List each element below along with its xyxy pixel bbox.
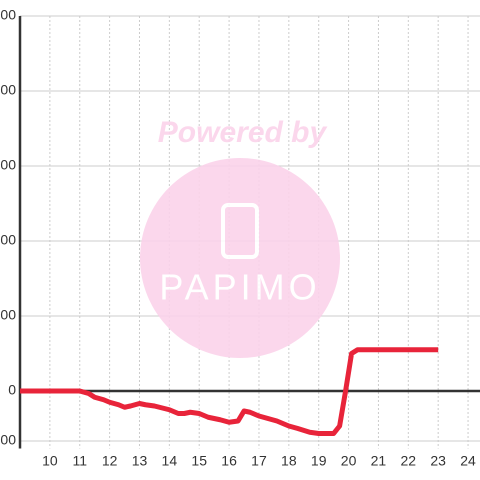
- y-tick-label: 60,000: [0, 232, 16, 248]
- y-tick-label: 90,000: [0, 157, 16, 173]
- x-tick-label: 19: [311, 453, 327, 469]
- y-tick-label: 30,000: [0, 307, 16, 323]
- x-tick-label: 24: [460, 453, 476, 469]
- x-tick-label: 21: [371, 453, 387, 469]
- watermark-icon: [221, 203, 259, 259]
- x-tick-label: 13: [132, 453, 148, 469]
- data-line: [20, 347, 439, 436]
- x-tick-label: 20: [341, 453, 357, 469]
- x-tick-label: 18: [281, 453, 297, 469]
- x-tick-label: 23: [430, 453, 446, 469]
- x-tick-label: 17: [251, 453, 267, 469]
- watermark-text: Powered by: [158, 116, 328, 149]
- y-tick-label: 120,000: [0, 82, 16, 98]
- x-tick-label: 10: [42, 453, 58, 469]
- x-tick-label: 12: [102, 453, 118, 469]
- x-tick-label: 15: [191, 453, 207, 469]
- y-tick-label: -20,000: [0, 432, 16, 448]
- x-tick-label: 11: [72, 453, 87, 469]
- x-tick-label: 22: [401, 453, 417, 469]
- watermark: Powered by PAPIMO: [140, 116, 340, 358]
- x-tick-label: 16: [221, 453, 237, 469]
- y-tick-label: 0: [8, 382, 16, 398]
- watermark-logo: PAPIMO: [159, 267, 320, 308]
- y-tick-label: 150,000: [0, 7, 16, 23]
- x-tick-label: 14: [162, 453, 178, 469]
